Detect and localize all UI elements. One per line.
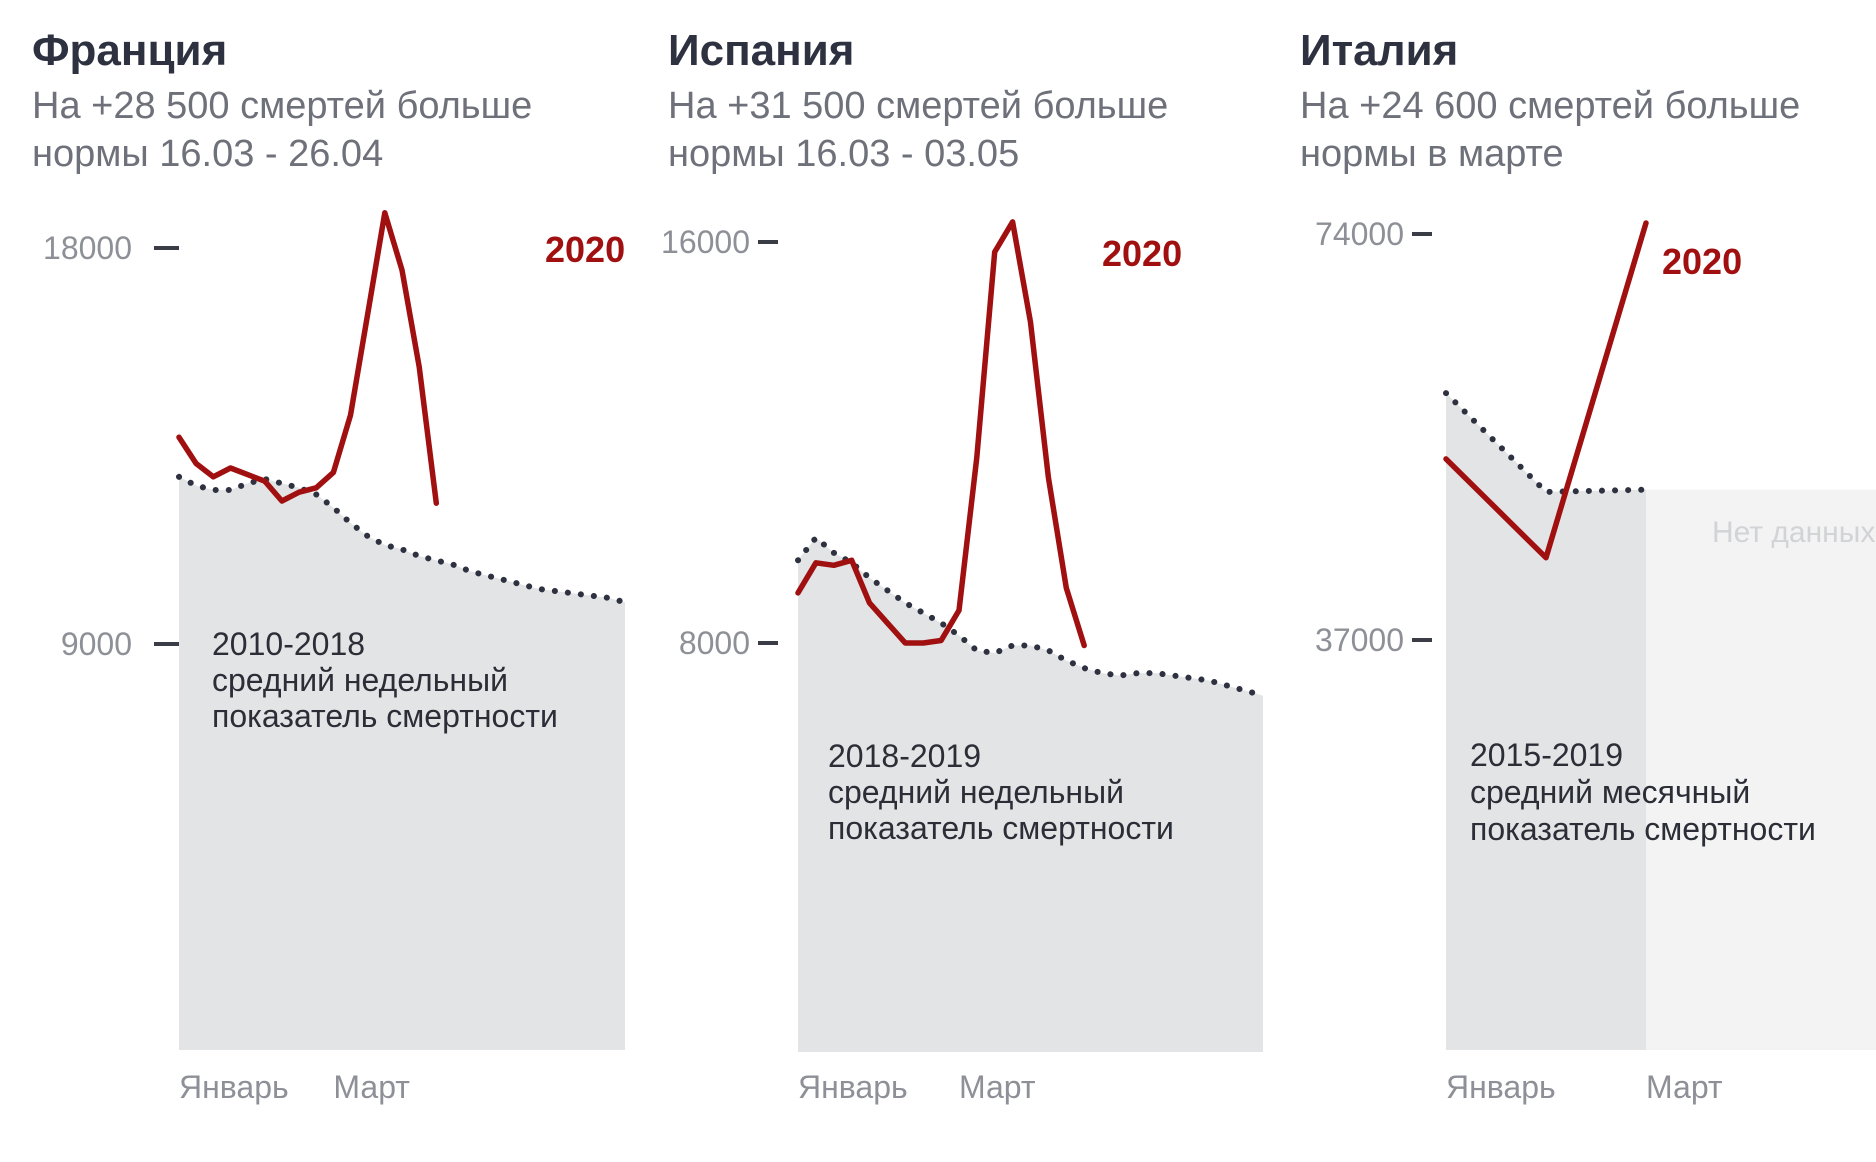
panel-subtitle: На +24 600 смертей больше нормы в марте xyxy=(1300,82,1876,178)
baseline-area xyxy=(179,476,625,1050)
subtitle-line: На +28 500 смертей больше xyxy=(32,85,533,127)
panel-title: Италия xyxy=(1300,26,1459,75)
panel-subtitle: На +31 500 смертей больше нормы 16.03 - … xyxy=(668,82,1308,178)
baseline-dotted-line xyxy=(1443,390,1649,495)
y-tick-label: 8000 xyxy=(679,625,750,661)
baseline-area xyxy=(1446,393,1646,1051)
y-tick-label: 18000 xyxy=(43,230,132,266)
x-tick-label: Март xyxy=(333,1069,410,1105)
baseline-annotation-line: 2010-2018 xyxy=(212,626,365,662)
x-tick-label: Январь xyxy=(179,1069,289,1105)
chart-france: 9000 18000 Январь Март 2020 2010-2018средний … xyxy=(43,210,628,1105)
y-tick-label: 74000 xyxy=(1315,216,1404,252)
chart-italy: Нет данных 37000 74000 Январь Март 2020 2015-2… xyxy=(1315,216,1876,1105)
panel-title: Франция xyxy=(32,26,228,75)
x-tick-label: Март xyxy=(1646,1069,1723,1105)
panel-subtitle: На +28 500 смертей больше нормы 16.03 - … xyxy=(32,82,672,178)
panel-italy: Италия На +24 600 смертей больше нормы в… xyxy=(1280,0,1876,1162)
baseline-annotation-line: средний недельный xyxy=(828,774,1124,810)
x-tick-label: Март xyxy=(959,1069,1036,1105)
series-label-2020: 2020 xyxy=(545,229,625,270)
baseline-annotation-line: средний месячный xyxy=(1470,774,1750,810)
baseline-dotted-line xyxy=(176,473,628,606)
subtitle-line: На +31 500 смертей больше xyxy=(668,85,1169,127)
y-tick-label: 9000 xyxy=(61,626,132,662)
y-tick-label: 16000 xyxy=(661,224,750,260)
x-tick-label: Январь xyxy=(798,1069,908,1105)
baseline-annotation-line: показатель смертности xyxy=(828,810,1174,846)
series-2020-line xyxy=(795,219,1087,649)
baseline-annotation-line: средний недельный xyxy=(212,662,508,698)
subtitle-line: На +24 600 смертей больше xyxy=(1300,85,1801,127)
no-data-area xyxy=(1646,489,1876,1050)
baseline-annotation-line: 2018-2019 xyxy=(828,738,981,774)
baseline-dotted-line xyxy=(795,533,1266,699)
y-tick-label: 37000 xyxy=(1315,622,1404,658)
x-tick-label: Январь xyxy=(1446,1069,1556,1105)
series-2020-line xyxy=(176,210,440,506)
subtitle-line: нормы 16.03 - 26.04 xyxy=(32,133,384,175)
baseline-annotation-line: показатель смертности xyxy=(1470,811,1816,847)
series-label-2020: 2020 xyxy=(1102,233,1182,274)
series-2020-line xyxy=(1443,220,1649,561)
subtitle-line: нормы 16.03 - 03.05 xyxy=(668,133,1020,175)
no-data-label: Нет данных xyxy=(1712,516,1875,549)
subtitle-line: нормы в марте xyxy=(1300,133,1564,175)
baseline-area xyxy=(798,537,1263,1052)
panel-spain: Испания На +31 500 смертей больше нормы … xyxy=(630,0,1270,1162)
chart-spain: 8000 16000 Январь Март 2020 2018-2019средний … xyxy=(661,219,1266,1105)
baseline-annotation-line: 2015-2019 xyxy=(1470,737,1623,773)
panel-france: Франция На +28 500 смертей больше нормы … xyxy=(0,0,628,1162)
panel-title: Испания xyxy=(668,26,855,75)
baseline-annotation-line: показатель смертности xyxy=(212,698,558,734)
series-label-2020: 2020 xyxy=(1662,241,1742,282)
